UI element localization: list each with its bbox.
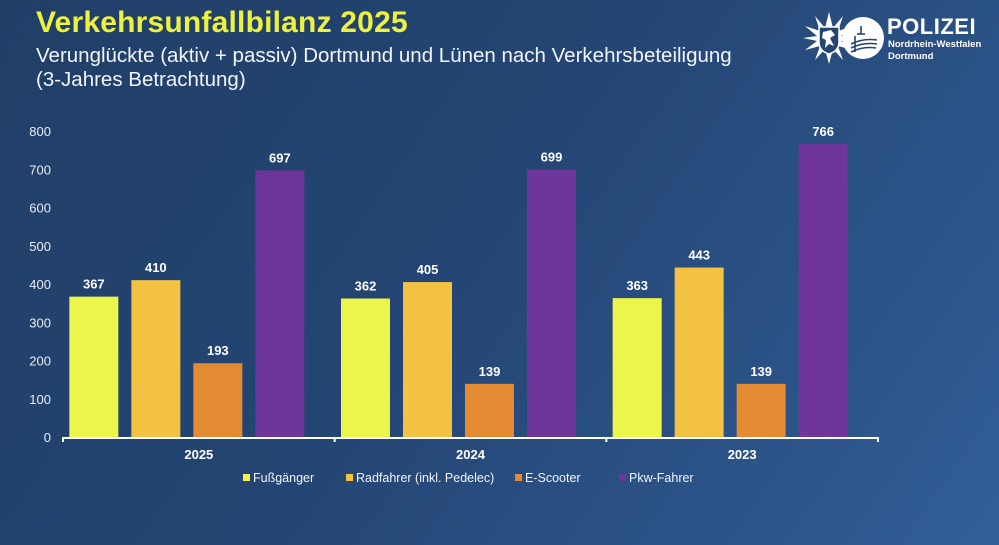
data-label: 699	[541, 150, 563, 165]
y-tick-label: 600	[29, 201, 51, 216]
bar-pkw-fahrer-2025	[255, 170, 305, 437]
bar-e-scooter-2024	[465, 383, 514, 437]
x-tick-label: 2025	[184, 447, 213, 462]
legend-label: E-Scooter	[525, 471, 581, 485]
subtitle-line-2: (3-Jahres Betrachtung)	[36, 68, 246, 91]
bars: 367 410 193 697 362 405 139 699 363 443 139 766	[69, 124, 848, 437]
data-label: 139	[479, 364, 501, 379]
y-tick-label: 800	[29, 124, 51, 139]
police-star-icon	[803, 12, 884, 64]
logo-title: POLIZEI	[887, 14, 977, 39]
data-label: 367	[83, 277, 105, 292]
y-tick-label: 700	[29, 162, 51, 177]
data-label: 139	[750, 364, 772, 379]
bar-fu-g-nger-2024	[341, 298, 390, 437]
bar-pkw-fahrer-2024	[527, 169, 576, 437]
y-tick-label: 400	[29, 277, 51, 292]
polizei-logo: POLIZEI Nordrhein-Westfalen Dortmund	[801, 8, 991, 68]
y-tick-label: 100	[29, 392, 51, 407]
y-tick-label: 0	[44, 430, 51, 445]
legend-label: Radfahrer (inkl. Pedelec)	[356, 471, 494, 485]
legend-swatch	[619, 474, 626, 481]
subtitle-line-1: Verunglückte (aktiv + passiv) Dortmund u…	[36, 44, 732, 67]
bar-e-scooter-2023	[736, 383, 786, 437]
data-label: 193	[207, 343, 229, 358]
data-label: 697	[269, 150, 291, 165]
y-axis: 0 100 200 300 400 500 600 700 800	[29, 124, 51, 445]
bar-radfahrer-inkl-pedelec--2023	[674, 267, 724, 437]
x-axis: 2025 2024 2023	[62, 437, 879, 462]
legend-swatch	[346, 474, 353, 481]
legend-label: Pkw-Fahrer	[629, 471, 694, 485]
bar-fu-g-nger-2023	[612, 298, 662, 437]
y-tick-label: 200	[29, 354, 51, 369]
data-label: 410	[145, 260, 167, 275]
bar-radfahrer-inkl-pedelec--2024	[403, 282, 452, 437]
legend: Fußgänger Radfahrer (inkl. Pedelec) E-Scoo…	[243, 471, 694, 485]
legend-swatch	[515, 474, 522, 481]
bar-pkw-fahrer-2023	[798, 144, 848, 437]
bar-radfahrer-inkl-pedelec--2025	[131, 280, 181, 437]
x-tick-label: 2023	[728, 447, 757, 462]
legend-swatch	[243, 474, 250, 481]
y-tick-label: 300	[29, 315, 51, 330]
data-label: 443	[688, 248, 710, 263]
data-label: 362	[355, 279, 377, 294]
data-label: 405	[417, 262, 439, 277]
logo-subtitle-city: Dortmund	[888, 51, 934, 62]
y-tick-label: 500	[29, 239, 51, 254]
x-tick-label: 2024	[456, 447, 486, 462]
page-subtitle: Verunglückte (aktiv + passiv) Dortmund u…	[36, 44, 816, 92]
page-title: Verkehrsunfallbilanz 2025	[36, 6, 408, 39]
data-label: 363	[626, 278, 648, 293]
bar-fu-g-nger-2025	[69, 296, 119, 437]
bar-e-scooter-2025	[193, 363, 243, 437]
data-label: 766	[812, 124, 834, 139]
logo-subtitle-state: Nordrhein-Westfalen	[888, 39, 982, 50]
legend-label: Fußgänger	[253, 471, 314, 485]
